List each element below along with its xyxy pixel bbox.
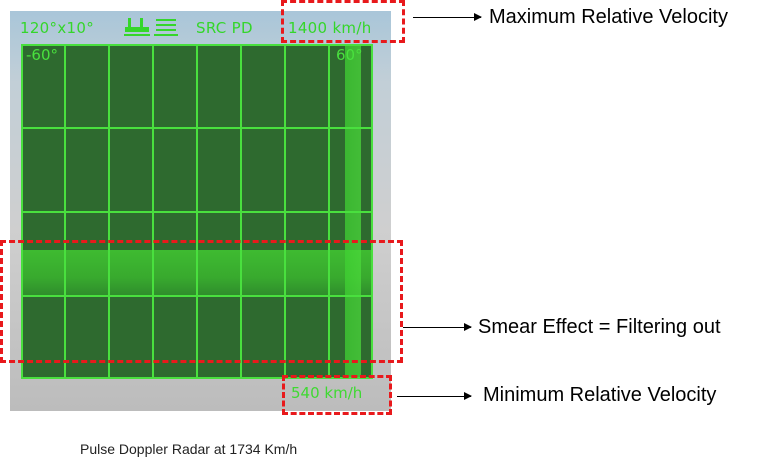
radar-mode-label: SRC PD (196, 19, 253, 37)
right-azimuth-label: 60° (336, 46, 363, 64)
grid-line (21, 44, 373, 46)
max-velocity-readout: 1400 km/h (288, 19, 372, 37)
min-velocity-highlight (282, 375, 392, 415)
grid-line (21, 211, 373, 213)
ground-vehicle-icon (124, 18, 150, 36)
max-velocity-highlight (281, 0, 405, 43)
radar-header: 120°x10° SRC PD 1400 km/h (10, 11, 391, 43)
ship-icon (154, 19, 178, 36)
scan-range-label: 120°x10° (20, 19, 94, 37)
radar-display: 120°x10° SRC PD 1400 km/h (10, 11, 391, 411)
left-azimuth-label: -60° (26, 46, 58, 64)
figure-caption: Pulse Doppler Radar at 1734 Km/h (80, 441, 298, 457)
radar-grid: -60° 60° (21, 44, 373, 379)
grid-line (21, 127, 373, 129)
max-velocity-arrow (413, 13, 482, 21)
smear-annotation: Smear Effect = Filtering out (478, 316, 721, 338)
grid-line (21, 295, 373, 297)
min-velocity-readout: 540 km/h (291, 384, 363, 402)
grid-line (21, 377, 373, 379)
min-velocity-arrow (397, 392, 472, 400)
smear-arrow (403, 323, 472, 331)
max-velocity-annotation: Maximum Relative Velocity (489, 6, 728, 28)
smear-highlight (0, 240, 403, 363)
min-velocity-annotation: Minimum Relative Velocity (483, 384, 717, 406)
